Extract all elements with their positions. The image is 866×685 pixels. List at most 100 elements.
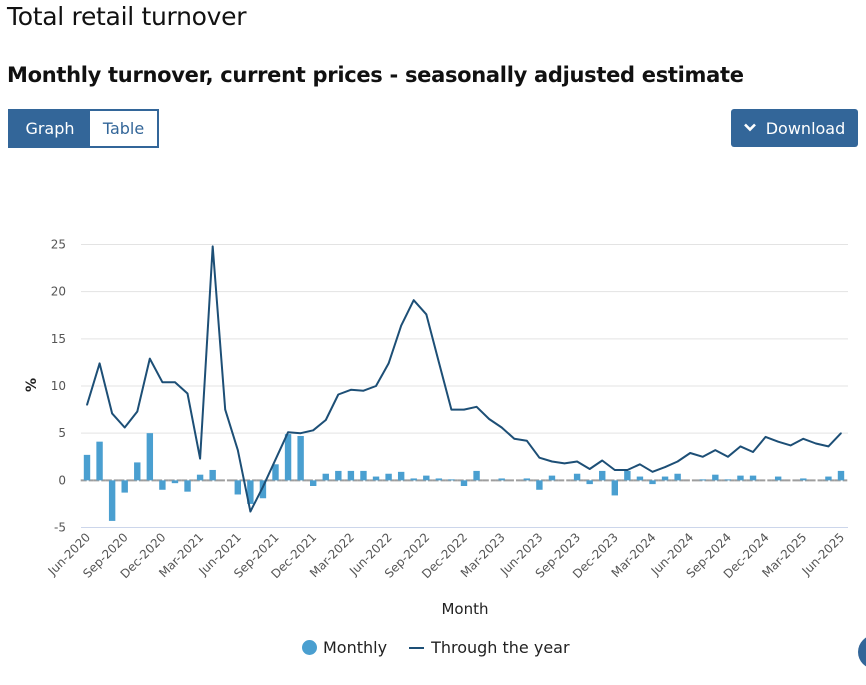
monthly-bar[interactable] bbox=[837, 470, 845, 481]
line-point[interactable] bbox=[211, 245, 214, 248]
line-point[interactable] bbox=[601, 459, 604, 462]
monthly-bar[interactable] bbox=[284, 434, 292, 481]
line-point[interactable] bbox=[262, 486, 264, 488]
monthly-bar[interactable] bbox=[611, 480, 618, 496]
line-point[interactable] bbox=[161, 381, 164, 384]
line-point[interactable] bbox=[387, 362, 390, 365]
line-point[interactable] bbox=[651, 471, 654, 473]
monthly-bar[interactable] bbox=[410, 478, 417, 481]
line-point[interactable] bbox=[199, 457, 201, 460]
legend-through-the-year-marker[interactable] bbox=[409, 646, 425, 649]
monthly-bar[interactable] bbox=[460, 480, 468, 486]
monthly-bar[interactable] bbox=[108, 480, 116, 521]
line-point[interactable] bbox=[186, 392, 189, 395]
line-point[interactable] bbox=[551, 460, 553, 463]
line-point[interactable] bbox=[98, 362, 101, 365]
monthly-bar[interactable] bbox=[322, 473, 329, 481]
line-point[interactable] bbox=[475, 405, 478, 408]
monthly-bar[interactable] bbox=[548, 475, 556, 481]
line-point[interactable] bbox=[287, 431, 289, 434]
monthly-bar[interactable] bbox=[134, 462, 141, 481]
line-point[interactable] bbox=[111, 412, 113, 415]
line-point[interactable] bbox=[739, 445, 742, 448]
line-point[interactable] bbox=[513, 438, 516, 440]
line-point[interactable] bbox=[362, 389, 365, 392]
monthly-bar[interactable] bbox=[385, 473, 392, 481]
table-tab[interactable]: Table bbox=[90, 111, 157, 146]
monthly-bar[interactable] bbox=[573, 473, 581, 481]
monthly-bar[interactable] bbox=[347, 470, 355, 481]
monthly-bar[interactable] bbox=[774, 476, 782, 481]
monthly-bar[interactable] bbox=[360, 470, 367, 481]
monthly-bar[interactable] bbox=[272, 464, 279, 481]
monthly-bar[interactable] bbox=[737, 475, 744, 481]
line-point[interactable] bbox=[224, 408, 227, 411]
monthly-bar[interactable] bbox=[423, 475, 430, 481]
line-point[interactable] bbox=[802, 438, 805, 440]
line-point[interactable] bbox=[425, 313, 428, 316]
line-point[interactable] bbox=[237, 449, 239, 451]
line-point[interactable] bbox=[412, 299, 415, 301]
line-point[interactable] bbox=[500, 426, 503, 429]
monthly-bar[interactable] bbox=[96, 441, 103, 481]
line-point[interactable] bbox=[526, 439, 528, 442]
monthly-bar[interactable] bbox=[372, 476, 380, 481]
monthly-bar[interactable] bbox=[335, 470, 342, 481]
monthly-bar[interactable] bbox=[209, 469, 216, 481]
legend-monthly-marker[interactable] bbox=[302, 640, 317, 655]
line-point[interactable] bbox=[400, 324, 402, 327]
monthly-bar[interactable] bbox=[699, 479, 706, 481]
line-point[interactable] bbox=[463, 408, 465, 411]
line-point[interactable] bbox=[777, 440, 779, 443]
line-point[interactable] bbox=[538, 456, 541, 459]
line-point[interactable] bbox=[86, 404, 88, 406]
monthly-bar[interactable] bbox=[825, 476, 832, 481]
line-point[interactable] bbox=[664, 466, 666, 468]
line-point[interactable] bbox=[375, 385, 377, 387]
line-point[interactable] bbox=[676, 460, 679, 463]
line-point[interactable] bbox=[249, 510, 252, 513]
monthly-bar[interactable] bbox=[624, 470, 631, 481]
legend-through-the-year-label[interactable]: Through the year bbox=[431, 638, 570, 657]
monthly-bar[interactable] bbox=[536, 480, 543, 490]
monthly-bar[interactable] bbox=[724, 479, 732, 481]
monthly-bar[interactable] bbox=[297, 435, 304, 481]
line-point[interactable] bbox=[350, 388, 352, 391]
monthly-bar[interactable] bbox=[661, 476, 669, 481]
line-point[interactable] bbox=[689, 452, 691, 454]
line-point[interactable] bbox=[274, 458, 277, 461]
line-point[interactable] bbox=[752, 451, 754, 453]
monthly-bar[interactable] bbox=[435, 478, 443, 481]
line-point[interactable] bbox=[299, 432, 302, 434]
monthly-bar[interactable] bbox=[448, 479, 455, 481]
line-point[interactable] bbox=[312, 429, 315, 432]
line-point[interactable] bbox=[588, 468, 591, 470]
legend-monthly-label[interactable]: Monthly bbox=[323, 638, 388, 657]
monthly-bar[interactable] bbox=[171, 480, 179, 484]
monthly-bar[interactable] bbox=[599, 470, 606, 481]
monthly-bar[interactable] bbox=[749, 475, 757, 481]
through-the-year-line[interactable] bbox=[86, 245, 842, 513]
monthly-bar[interactable] bbox=[121, 480, 128, 493]
back-to-top-button[interactable] bbox=[858, 635, 866, 669]
monthly-bar[interactable] bbox=[146, 433, 154, 481]
monthly-bar[interactable] bbox=[159, 480, 166, 490]
monthly-bar[interactable] bbox=[636, 476, 644, 481]
monthly-bar[interactable] bbox=[498, 478, 505, 481]
monthly-bar[interactable] bbox=[184, 480, 191, 492]
monthly-bar[interactable] bbox=[196, 474, 204, 481]
monthly-bar[interactable] bbox=[259, 480, 267, 499]
monthly-bar[interactable] bbox=[397, 471, 405, 481]
monthly-bar[interactable] bbox=[247, 480, 254, 504]
line-point[interactable] bbox=[438, 361, 440, 364]
line-point[interactable] bbox=[827, 445, 830, 448]
line-point[interactable] bbox=[764, 436, 767, 438]
graph-tab[interactable]: Graph bbox=[10, 111, 90, 146]
monthly-bar[interactable] bbox=[649, 480, 656, 485]
line-point[interactable] bbox=[815, 442, 817, 445]
monthly-bar[interactable] bbox=[674, 473, 681, 481]
monthly-bar[interactable] bbox=[234, 480, 241, 495]
line-point[interactable] bbox=[450, 408, 453, 411]
monthly-bar[interactable] bbox=[310, 480, 317, 486]
line-point[interactable] bbox=[639, 463, 641, 466]
